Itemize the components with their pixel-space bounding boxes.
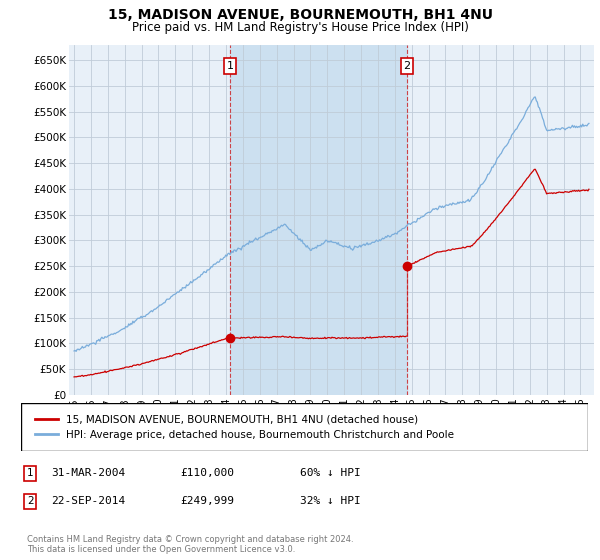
Text: Contains HM Land Registry data © Crown copyright and database right 2024.
This d: Contains HM Land Registry data © Crown c… — [27, 535, 353, 554]
Text: 2: 2 — [403, 61, 410, 71]
Text: 15, MADISON AVENUE, BOURNEMOUTH, BH1 4NU: 15, MADISON AVENUE, BOURNEMOUTH, BH1 4NU — [107, 8, 493, 22]
Text: 1: 1 — [227, 61, 233, 71]
Legend: 15, MADISON AVENUE, BOURNEMOUTH, BH1 4NU (detached house), HPI: Average price, d: 15, MADISON AVENUE, BOURNEMOUTH, BH1 4NU… — [32, 411, 457, 443]
Bar — [230, 45, 407, 395]
Text: 1: 1 — [27, 468, 34, 478]
Text: £249,999: £249,999 — [180, 496, 234, 506]
Text: 31-MAR-2004: 31-MAR-2004 — [51, 468, 125, 478]
Text: 32% ↓ HPI: 32% ↓ HPI — [300, 496, 361, 506]
Text: 22-SEP-2014: 22-SEP-2014 — [51, 496, 125, 506]
Text: Price paid vs. HM Land Registry's House Price Index (HPI): Price paid vs. HM Land Registry's House … — [131, 21, 469, 34]
Text: 2: 2 — [27, 496, 34, 506]
FancyBboxPatch shape — [21, 403, 588, 451]
Text: 60% ↓ HPI: 60% ↓ HPI — [300, 468, 361, 478]
Text: £110,000: £110,000 — [180, 468, 234, 478]
